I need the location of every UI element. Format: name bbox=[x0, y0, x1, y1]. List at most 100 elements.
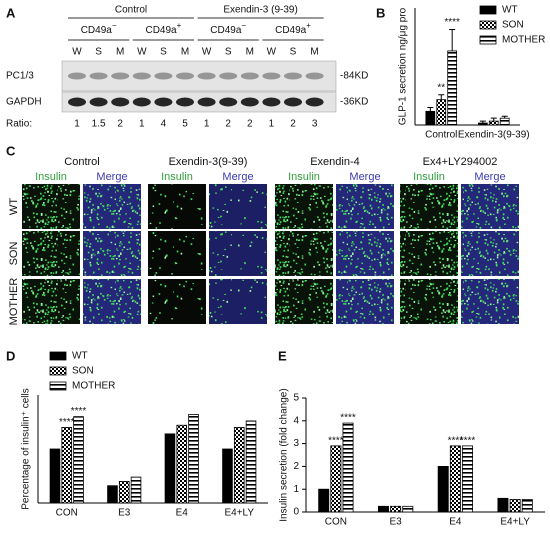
row-label: WT bbox=[8, 198, 20, 215]
bar bbox=[245, 420, 257, 504]
blot-band bbox=[132, 72, 151, 80]
channel-label: Merge bbox=[222, 171, 253, 183]
legend-swatch bbox=[49, 381, 67, 391]
blot-band bbox=[68, 72, 86, 80]
bar bbox=[73, 416, 84, 504]
bar bbox=[118, 480, 130, 504]
ratio-value: 1 bbox=[269, 119, 275, 130]
error-bar bbox=[427, 106, 434, 112]
column-header: Ex4+LY294002 bbox=[423, 156, 498, 168]
bar bbox=[176, 424, 188, 504]
blot-band bbox=[111, 72, 130, 80]
blot-band bbox=[154, 72, 173, 80]
row-label: SON bbox=[8, 242, 20, 266]
error-bar bbox=[501, 115, 508, 119]
significance-label: **** bbox=[71, 406, 87, 417]
significance-label: **** bbox=[460, 436, 476, 447]
significance-label: **** bbox=[59, 417, 75, 428]
channel-label: Merge bbox=[349, 171, 380, 183]
ratio-value: 4 bbox=[161, 119, 167, 130]
bar bbox=[318, 488, 330, 513]
bar bbox=[107, 485, 118, 504]
bar bbox=[130, 476, 142, 504]
subgroup-sup: + bbox=[177, 21, 182, 30]
ratio-value: 5 bbox=[182, 119, 188, 130]
subgroup-text: CD49a bbox=[210, 25, 242, 36]
blot-band bbox=[219, 97, 238, 107]
x-tick-label: E4 bbox=[449, 517, 462, 528]
legend-swatch bbox=[479, 5, 497, 15]
ratio-value: 1 bbox=[204, 119, 210, 130]
bar bbox=[49, 448, 61, 504]
bar bbox=[447, 50, 458, 126]
channel-label: Merge bbox=[474, 171, 505, 183]
x-tick-label: E4+LY bbox=[500, 517, 530, 528]
blot-band bbox=[219, 72, 238, 80]
bar bbox=[437, 465, 449, 513]
micrograph bbox=[400, 231, 458, 276]
bar bbox=[164, 433, 176, 504]
channel-label: Merge bbox=[96, 171, 127, 183]
y-axis-label: GLP-1 secretion ng/μg pro bbox=[398, 7, 409, 125]
micrograph bbox=[209, 231, 267, 276]
lane-label: S bbox=[290, 47, 297, 58]
ratio-value: 2 bbox=[290, 119, 296, 130]
bar bbox=[462, 445, 474, 513]
group-label: Exendin-3 (9-39) bbox=[223, 5, 297, 16]
significance-label: **** bbox=[448, 436, 464, 447]
significance-label: **** bbox=[328, 436, 344, 447]
micrograph bbox=[275, 279, 333, 324]
micrograph bbox=[336, 231, 394, 276]
y-axis-label: Insulin secretion (fold change) bbox=[279, 388, 290, 521]
micrograph bbox=[148, 231, 206, 276]
blot-band bbox=[197, 72, 216, 80]
micrograph bbox=[461, 184, 519, 229]
significance-label: ** bbox=[437, 82, 445, 93]
subgroup-label: CD49a+ bbox=[145, 21, 181, 36]
micrograph bbox=[83, 279, 141, 324]
error-bar bbox=[490, 117, 497, 122]
bar bbox=[497, 497, 509, 513]
lane-label: S bbox=[160, 47, 167, 58]
lane-label: S bbox=[225, 47, 232, 58]
ratio-value: 3 bbox=[312, 119, 318, 130]
blot-band bbox=[132, 97, 151, 107]
column-header: Exendin-3(9-39) bbox=[169, 156, 248, 168]
blot-band bbox=[197, 97, 216, 107]
legend-swatch bbox=[479, 35, 497, 45]
ratio-value: 2 bbox=[225, 119, 231, 130]
micrograph bbox=[148, 279, 206, 324]
subgroup-sup: − bbox=[112, 21, 117, 30]
legend-label: WT bbox=[502, 5, 518, 16]
micrograph bbox=[461, 279, 519, 324]
bar bbox=[509, 499, 521, 513]
x-tick-label: CON bbox=[325, 517, 347, 528]
subgroup-text: CD49a bbox=[275, 25, 307, 36]
blot-band bbox=[262, 72, 281, 80]
bar bbox=[188, 414, 199, 504]
blot-band bbox=[305, 97, 324, 107]
micrograph bbox=[400, 184, 458, 229]
y-tick-label: 4 bbox=[293, 415, 299, 426]
legend-label: WT bbox=[72, 351, 88, 362]
subgroup-text: CD49a bbox=[145, 25, 177, 36]
lane-label: W bbox=[267, 47, 277, 58]
y-tick-label: 0 bbox=[293, 507, 299, 518]
bar bbox=[425, 110, 436, 126]
micrograph bbox=[336, 279, 394, 324]
micrograph bbox=[148, 184, 206, 229]
micrograph bbox=[22, 184, 80, 229]
panel-label: E bbox=[278, 348, 287, 363]
group-label: Control bbox=[115, 5, 147, 16]
blot-band bbox=[284, 72, 302, 80]
blot-band bbox=[154, 97, 173, 107]
ratio-value: 1 bbox=[139, 119, 145, 130]
bar bbox=[342, 422, 354, 513]
bar bbox=[61, 426, 73, 504]
column-header: Control bbox=[64, 156, 99, 168]
subgroup-label: CD49a+ bbox=[275, 21, 311, 36]
error-bar bbox=[479, 120, 486, 124]
micrograph bbox=[336, 184, 394, 229]
bar bbox=[436, 99, 447, 126]
subgroup-label: CD49a− bbox=[81, 21, 117, 36]
